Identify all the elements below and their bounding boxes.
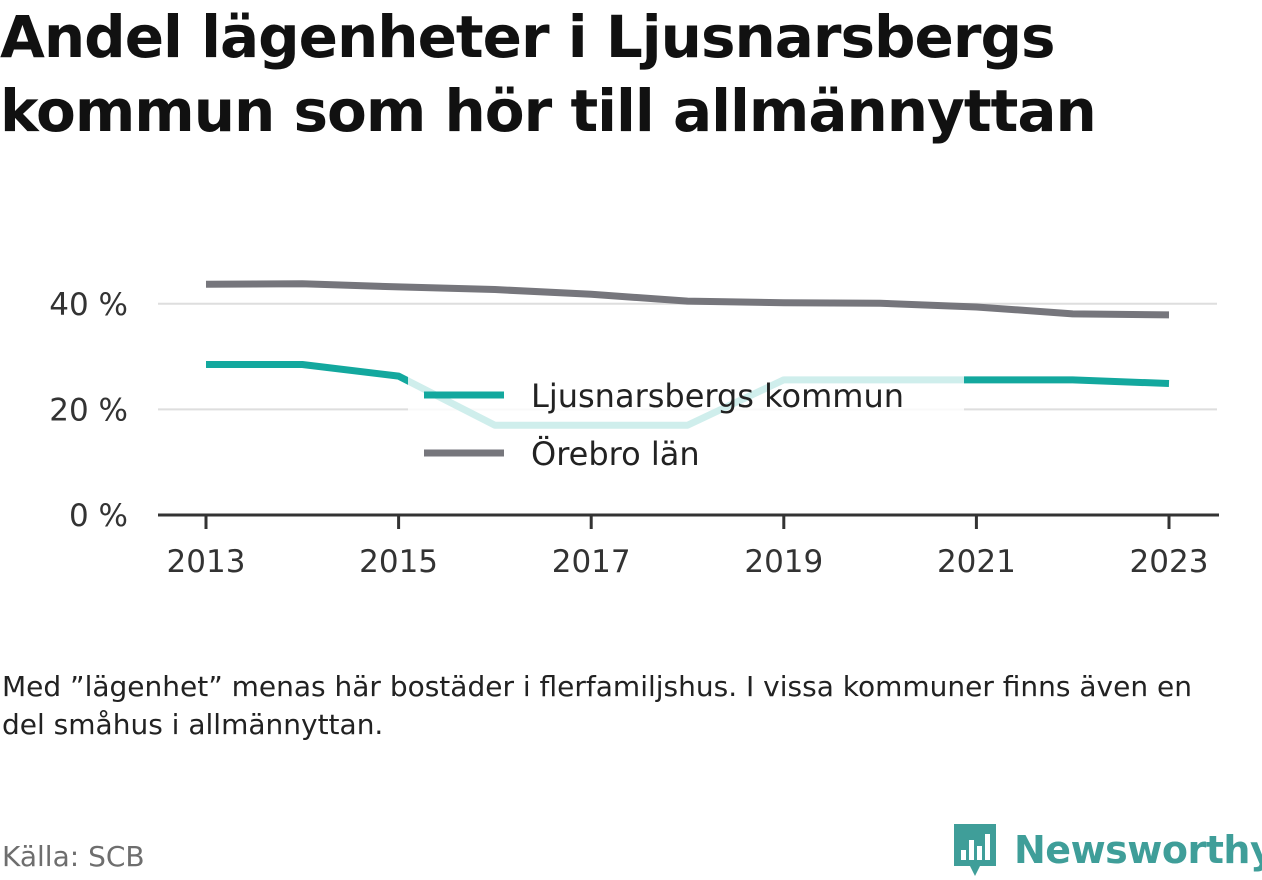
x-tick-label: 2019: [744, 544, 823, 580]
x-tick-label: 2017: [552, 544, 631, 580]
chart-title: Andel lägenheter i Ljusnarsbergs kommun …: [0, 0, 1240, 148]
series-line: [205, 280, 1170, 319]
brand-name: Newsworthy: [1014, 828, 1262, 872]
title-line-1: Andel lägenheter i Ljusnarsbergs: [0, 3, 1056, 71]
x-tick-label: 2015: [359, 544, 438, 580]
y-tick-label: 20 %: [49, 392, 128, 428]
chart-note: Med ”lägenhet” menas här bostäder i fler…: [2, 670, 1192, 741]
legend: Ljusnarsbergs kommun Örebro län: [408, 370, 964, 480]
y-tick-label: 0 %: [69, 498, 128, 534]
brand-logo: Newsworthy: [950, 820, 1262, 880]
title-line-2: kommun som hör till allmännyttan: [0, 77, 1097, 145]
x-axis-ticks: 2013 2015 2017 2019 2021 2023: [167, 515, 1209, 580]
x-tick-label: 2021: [937, 544, 1016, 580]
y-tick-label: 40 %: [49, 287, 128, 323]
y-axis-ticks: 0 % 20 % 40 %: [49, 287, 128, 534]
line-chart: 0 % 20 % 40 % 2013 2015 2017 2019 2021 2023 Lju…: [49, 280, 1219, 580]
x-tick-label: 2013: [167, 544, 246, 580]
newsworthy-logo-icon: [954, 824, 996, 876]
legend-label: Ljusnarsbergs kommun: [531, 377, 904, 415]
legend-label: Örebro län: [531, 435, 700, 473]
source-label: Källa: SCB: [2, 840, 145, 873]
legend-background: [408, 370, 964, 480]
x-tick-label: 2023: [1130, 544, 1209, 580]
